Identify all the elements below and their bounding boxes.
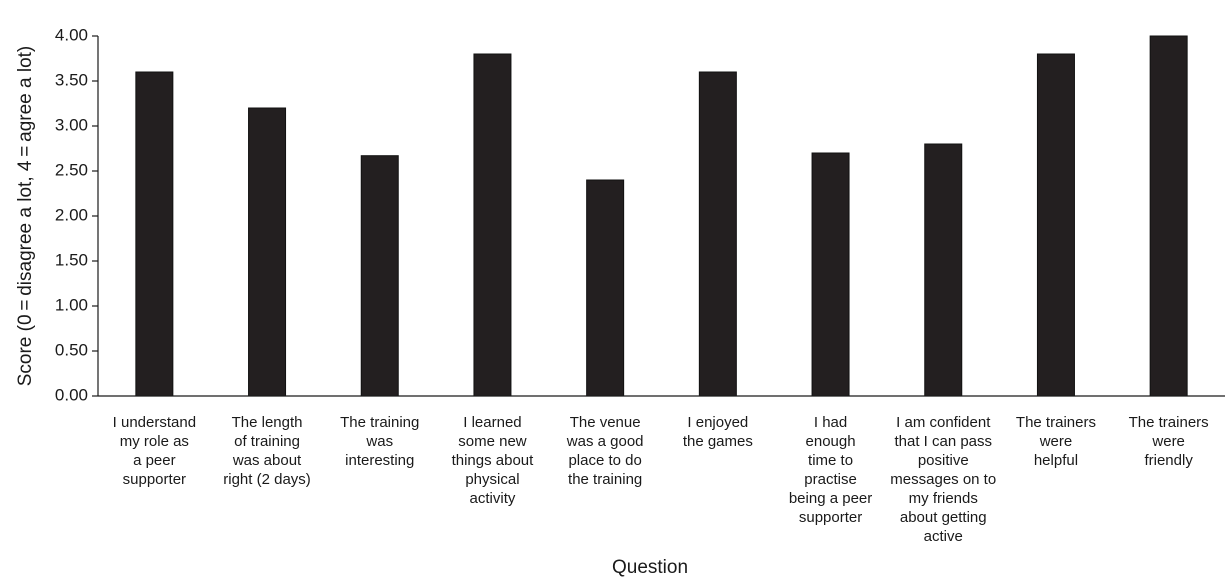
category-label-line: I am confident <box>896 414 991 431</box>
y-axis-title-group: Score (0 = disagree a lot, 4 = agree a l… <box>15 46 36 387</box>
category-label-line: positive <box>918 452 969 469</box>
category-label-line: time to <box>808 452 853 469</box>
bar <box>135 71 174 397</box>
category-label-line: messages on to <box>890 471 996 488</box>
bar <box>698 71 737 397</box>
y-axis-title: Score (0 = disagree a lot, 4 = agree a l… <box>15 46 36 387</box>
category-label-line: was a good <box>566 433 644 450</box>
y-tick-label: 0.00 <box>55 385 88 404</box>
category-label-line: The training <box>340 414 419 431</box>
bars <box>135 35 1188 397</box>
category-label-line: The trainers <box>1129 414 1209 431</box>
category-label: The length of training was about right (2 d… <box>223 414 311 488</box>
category-label-line: friendly <box>1144 452 1193 469</box>
y-tick-label: 3.00 <box>55 115 88 134</box>
category-label-line: right (2 days) <box>223 471 311 488</box>
category-label: I am confident that I can pass positive mes… <box>890 414 996 545</box>
y-tick-label: 0.50 <box>55 340 88 359</box>
category-label-line: my role as <box>120 433 189 450</box>
category-label-line: a peer <box>133 452 176 469</box>
category-label-line: that I can pass <box>894 433 992 450</box>
category-label-line: supporter <box>799 509 862 526</box>
category-label-line: active <box>924 528 963 545</box>
y-tick-label: 3.50 <box>55 70 88 89</box>
bar <box>1149 35 1188 397</box>
category-label-line: my friends <box>909 490 978 507</box>
category-label-line: practise <box>804 471 857 488</box>
y-axis-ticks: 0.00 0.50 1.00 1.50 2.00 2.50 3.00 3.50 4.00 <box>55 25 98 404</box>
category-label-line: some new <box>458 433 527 450</box>
bar <box>1036 53 1075 397</box>
category-label-line: about getting <box>900 509 987 526</box>
category-label-line: I learned <box>463 414 521 431</box>
category-label-line: the games <box>683 433 753 450</box>
bar <box>473 53 512 397</box>
category-label-line: physical <box>465 471 519 488</box>
category-label: I enjoyed the games <box>683 414 753 450</box>
category-label-line: activity <box>470 490 516 507</box>
y-tick-label: 2.00 <box>55 205 88 224</box>
category-label: The training was interesting <box>340 414 419 469</box>
category-label-line: interesting <box>345 452 414 469</box>
category-label: I learned some new things about physical act… <box>452 414 535 507</box>
category-label-line: place to do <box>568 452 641 469</box>
category-label-line: being a peer <box>789 490 872 507</box>
category-label: I understand my role as a peer supporter <box>113 414 196 488</box>
category-label-line: were <box>1151 433 1185 450</box>
category-label: The venue was a good place to do the traini… <box>566 414 644 488</box>
category-label-line: The venue <box>570 414 641 431</box>
y-tick-label: 4.00 <box>55 25 88 44</box>
x-axis-title: Question <box>612 557 688 578</box>
category-label-line: was about <box>232 452 302 469</box>
y-tick-label: 1.50 <box>55 250 88 269</box>
category-label: The trainers were helpful <box>1016 414 1096 469</box>
category-label-line: were <box>1039 433 1073 450</box>
category-label: I had enough time to practise being a peer su… <box>789 414 872 526</box>
category-label-line: enough <box>806 433 856 450</box>
category-label-line: the training <box>568 471 642 488</box>
bar <box>360 155 399 397</box>
category-label-line: was <box>365 433 393 450</box>
bar <box>586 179 625 397</box>
category-label-line: supporter <box>123 471 186 488</box>
bar <box>248 107 287 397</box>
category-labels: I understand my role as a peer supporter The… <box>113 414 1209 545</box>
category-label: The trainers were friendly <box>1129 414 1209 469</box>
category-label-line: I had <box>814 414 847 431</box>
category-label-line: things about <box>452 452 535 469</box>
bar <box>924 143 963 397</box>
category-label-line: helpful <box>1034 452 1078 469</box>
category-label-line: of training <box>234 433 300 450</box>
y-tick-label: 2.50 <box>55 160 88 179</box>
category-label-line: I enjoyed <box>687 414 748 431</box>
category-label-line: The trainers <box>1016 414 1096 431</box>
bar <box>811 152 850 397</box>
category-label-line: The length <box>232 414 303 431</box>
category-label-line: I understand <box>113 414 196 431</box>
y-tick-label: 1.00 <box>55 295 88 314</box>
